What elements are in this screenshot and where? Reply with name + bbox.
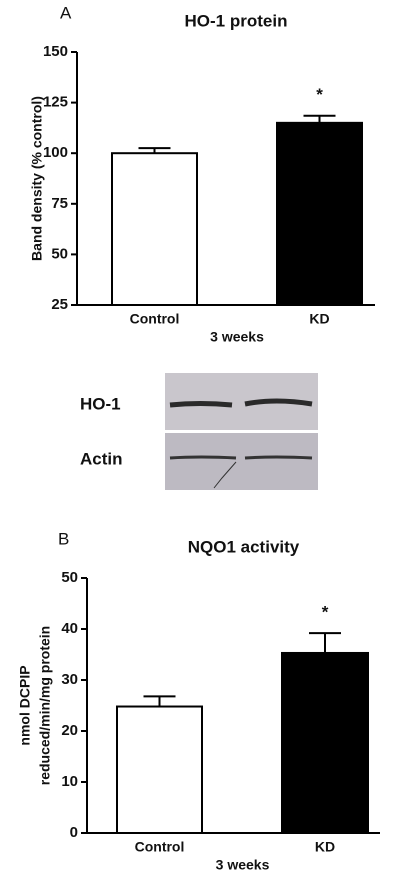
- x-tick-label: Control: [135, 839, 185, 855]
- y-tick-label: 75: [51, 195, 68, 212]
- y-tick-label: 100: [43, 144, 68, 161]
- blot-band: [169, 398, 313, 408]
- blot-label: HO-1: [80, 394, 121, 413]
- y-axis-label: Band density (% control): [29, 96, 45, 261]
- panel-label: A: [60, 3, 72, 22]
- y-tick-label: 25: [51, 296, 68, 313]
- y-tick-label: 20: [61, 722, 78, 739]
- bar: [111, 152, 198, 306]
- blot-panel: [165, 433, 318, 490]
- x-axis-label: 3 weeks: [210, 329, 264, 345]
- panel-label: B: [58, 529, 69, 548]
- blot-label: Actin: [80, 449, 123, 468]
- chart-title: HO-1 protein: [185, 11, 288, 30]
- y-tick-label: 0: [70, 824, 78, 841]
- bar: [116, 705, 203, 835]
- western-blot: [165, 373, 318, 490]
- y-tick-label: 30: [61, 671, 78, 688]
- blot-artifact: [213, 461, 237, 489]
- blot-band: [169, 455, 313, 460]
- y-tick-label: 125: [43, 94, 68, 111]
- y-tick-label: 40: [61, 620, 78, 637]
- chart-title: NQO1 activity: [188, 537, 300, 556]
- y-axis-label: nmol DCPIP: [17, 665, 33, 745]
- y-tick-label: 150: [43, 43, 68, 60]
- bar: [276, 121, 363, 306]
- y-tick-label: 50: [61, 569, 78, 586]
- x-tick-label: KD: [309, 311, 329, 327]
- x-tick-label: Control: [130, 311, 180, 327]
- x-axis-label: 3 weeks: [216, 857, 270, 873]
- significance-label: *: [322, 603, 329, 622]
- x-tick-label: KD: [315, 839, 335, 855]
- y-axis-label: reduced/min/mg protein: [37, 626, 53, 785]
- significance-label: *: [316, 85, 323, 104]
- y-tick-label: 10: [61, 773, 78, 790]
- y-tick-label: 50: [51, 245, 68, 262]
- bar: [281, 651, 369, 834]
